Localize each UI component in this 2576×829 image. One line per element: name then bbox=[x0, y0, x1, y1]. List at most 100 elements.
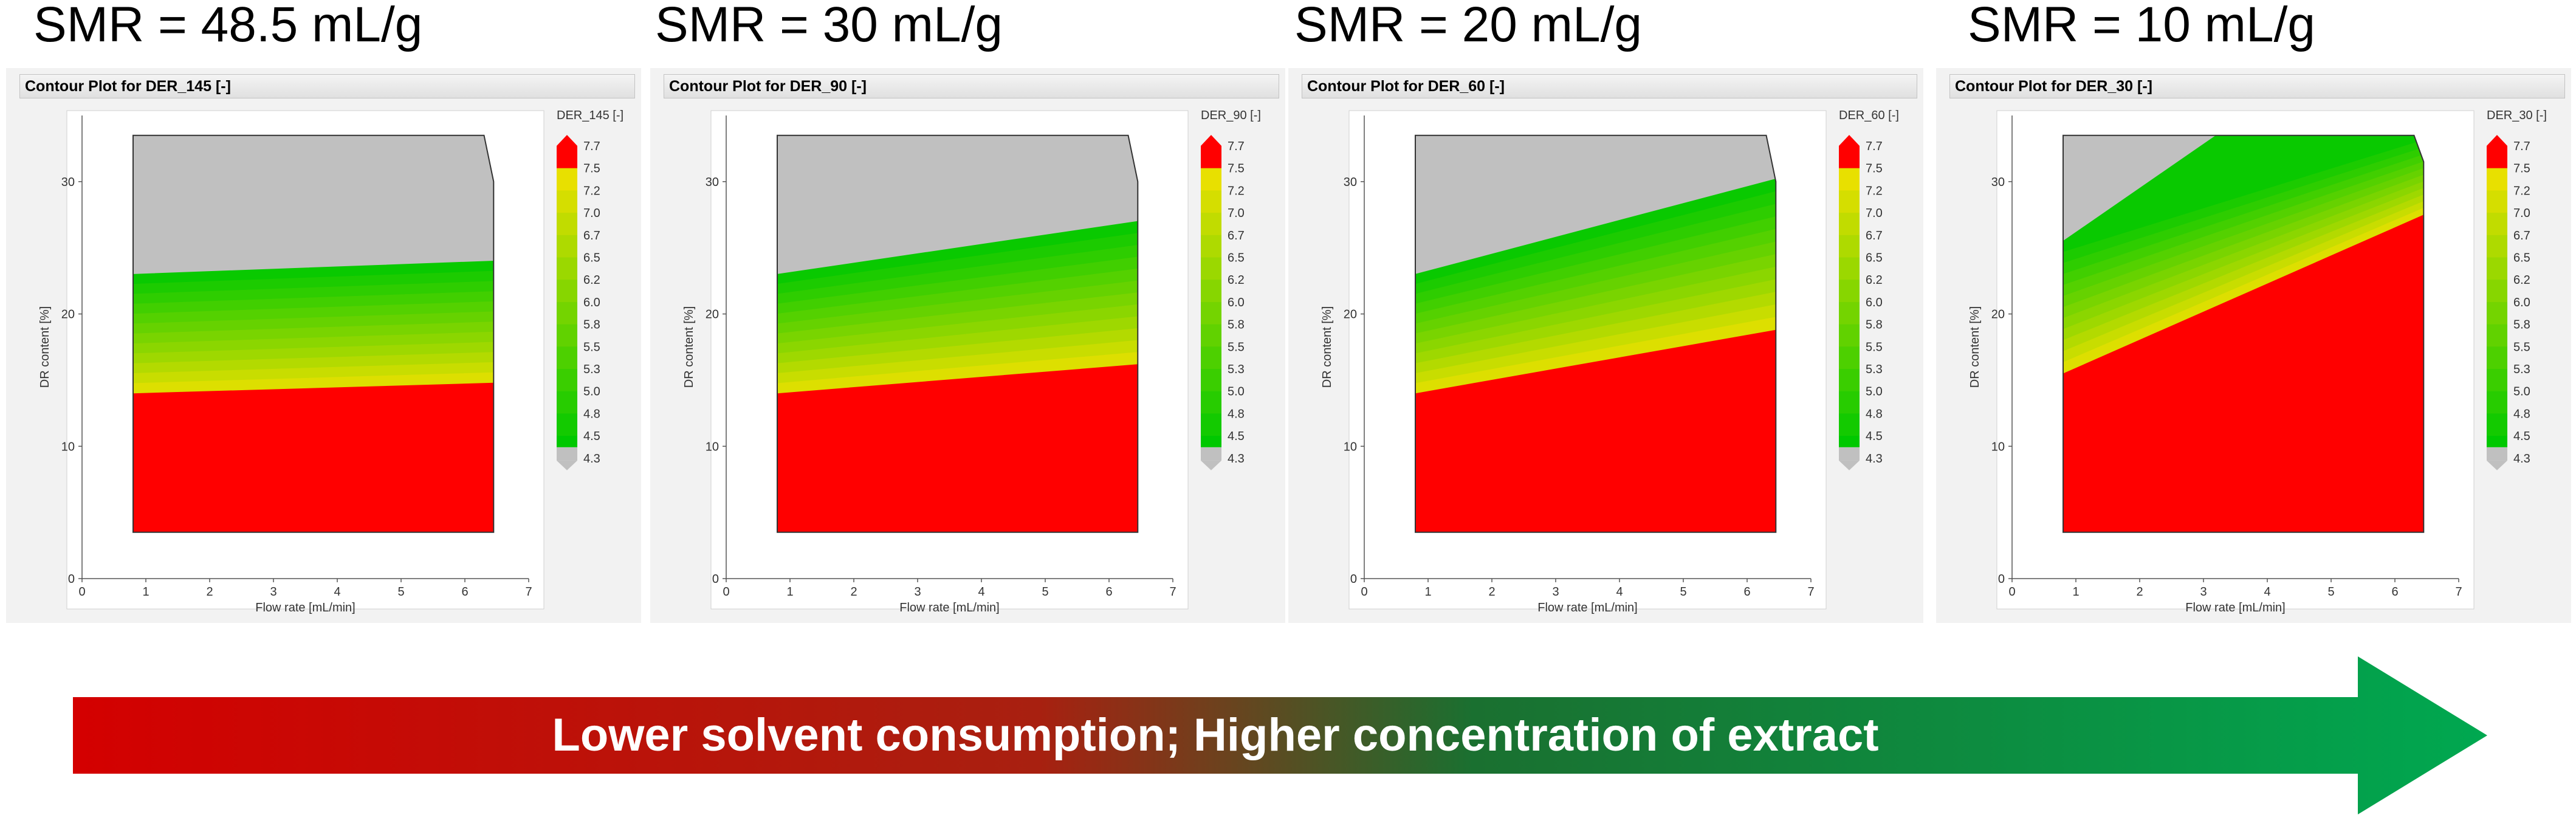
legend-swatch bbox=[2487, 257, 2507, 280]
legend-swatch bbox=[1201, 324, 1221, 347]
legend-swatch bbox=[557, 391, 577, 414]
legend-tick-label: 7.0 bbox=[1866, 207, 1883, 220]
x-tick-label: 7 bbox=[1807, 585, 1814, 599]
legend-swatch bbox=[557, 369, 577, 392]
legend-tick-label: 4.5 bbox=[1228, 430, 1245, 443]
panel-header: Contour Plot for DER_30 [-] bbox=[1949, 74, 2565, 98]
legend-swatch bbox=[1839, 280, 1860, 303]
y-tick-label: 0 bbox=[712, 573, 719, 586]
legend-tick-label: 4.8 bbox=[2513, 407, 2530, 421]
legend-swatch bbox=[1201, 413, 1221, 436]
legend-tick-label: 4.3 bbox=[1228, 452, 1245, 466]
legend-swatch bbox=[557, 413, 577, 436]
smr-title-2: SMR = 30 mL/g bbox=[655, 0, 1003, 52]
legend-swatch bbox=[2487, 391, 2507, 414]
legend-tick-label: 7.0 bbox=[1228, 207, 1245, 220]
y-tick-label: 20 bbox=[61, 308, 75, 322]
legend-tick-label: 6.2 bbox=[1228, 273, 1245, 287]
legend-swatch bbox=[1201, 346, 1221, 370]
x-tick-label: 3 bbox=[2200, 585, 2207, 599]
legend-tick-label: 5.5 bbox=[1866, 340, 1883, 354]
legend-tick-label: 6.0 bbox=[1228, 296, 1245, 309]
legend-swatch bbox=[1201, 235, 1221, 258]
legend-swatch bbox=[1839, 168, 1860, 191]
legend-swatch bbox=[2487, 280, 2507, 303]
x-tick-label: 6 bbox=[2391, 585, 2398, 599]
arrow-body bbox=[73, 656, 2487, 814]
contour-chart: 0 1 2 3 4 5 6 7 0 10 20 30 Flow rate [mL/min] DR cont… bbox=[1321, 109, 1899, 614]
smr-title-1: SMR = 48.5 mL/g bbox=[33, 0, 423, 52]
legend-tick-label: 4.8 bbox=[1228, 407, 1245, 421]
legend-swatch bbox=[1201, 447, 1221, 461]
legend-swatch bbox=[557, 346, 577, 370]
domain-outline bbox=[1415, 134, 1777, 533]
domain-outline bbox=[2063, 134, 2425, 533]
legend-tick-label: 5.3 bbox=[583, 363, 600, 376]
legend-tick-label: 7.0 bbox=[2513, 207, 2530, 220]
legend-down-arrow bbox=[557, 460, 577, 470]
legend-tick-label: 6.5 bbox=[583, 252, 600, 265]
legend-down-arrow bbox=[1839, 460, 1860, 470]
legend-swatch bbox=[2487, 213, 2507, 236]
x-tick-label: 4 bbox=[2264, 585, 2270, 599]
legend-swatch bbox=[2487, 168, 2507, 191]
legend-up-arrow bbox=[1201, 135, 1221, 146]
x-tick-label: 0 bbox=[1361, 585, 1367, 599]
red-region bbox=[133, 382, 494, 532]
legend-swatch bbox=[1839, 447, 1860, 461]
x-tick-label: 2 bbox=[1488, 585, 1495, 599]
x-tick-label: 2 bbox=[850, 585, 857, 599]
x-tick-label: 7 bbox=[2455, 585, 2462, 599]
gray-region bbox=[133, 135, 494, 275]
legend-tick-label: 6.7 bbox=[583, 229, 600, 243]
direction-arrow: Lower solvent consumption; Higher concen… bbox=[0, 644, 2576, 826]
legend-tick-label: 6.0 bbox=[1866, 296, 1883, 309]
legend-swatch bbox=[557, 235, 577, 258]
legend-title: DER_90 [-] bbox=[1201, 109, 1261, 122]
y-tick-label: 30 bbox=[706, 176, 719, 189]
legend-tick-label: 4.8 bbox=[583, 407, 600, 421]
gray-region bbox=[1415, 135, 1776, 275]
legend-swatch bbox=[1839, 413, 1860, 436]
legend-tick-label: 4.5 bbox=[2513, 430, 2530, 443]
legend-tick-label: 6.2 bbox=[2513, 273, 2530, 287]
legend-up-arrow bbox=[2487, 135, 2507, 146]
legend-tick-label: 6.2 bbox=[1866, 273, 1883, 287]
x-tick-label: 7 bbox=[1169, 585, 1176, 599]
y-tick-label: 20 bbox=[1991, 308, 2005, 322]
legend-tick-label: 4.3 bbox=[1866, 452, 1883, 466]
legend-title: DER_30 [-] bbox=[2487, 109, 2547, 122]
x-tick-label: 1 bbox=[2072, 585, 2079, 599]
legend-tick-label: 7.2 bbox=[2513, 184, 2530, 198]
x-tick-label: 2 bbox=[2136, 585, 2143, 599]
legend-tick-label: 5.5 bbox=[583, 340, 600, 354]
legend-swatch bbox=[557, 280, 577, 303]
legend-tick-label: 5.0 bbox=[583, 385, 600, 399]
legend-swatch bbox=[2487, 413, 2507, 436]
legend-swatch bbox=[1839, 235, 1860, 258]
legend-swatch bbox=[2487, 369, 2507, 392]
legend-tick-label: 5.8 bbox=[583, 318, 600, 332]
legend-tick-label: 5.0 bbox=[1866, 385, 1883, 399]
panel-header: Contour Plot for DER_145 [-] bbox=[19, 74, 635, 98]
legend-swatch bbox=[1839, 301, 1860, 325]
panel-header: Contour Plot for DER_90 [-] bbox=[664, 74, 1279, 98]
legend-tick-label: 4.3 bbox=[2513, 452, 2530, 466]
arrow-shape bbox=[73, 656, 2487, 814]
legend-tick-label: 7.5 bbox=[1866, 162, 1883, 176]
y-tick-label: 0 bbox=[1998, 573, 2005, 586]
y-tick-label: 10 bbox=[61, 440, 75, 453]
smr-title-4: SMR = 10 mL/g bbox=[1968, 0, 2315, 52]
legend-tick-label: 6.5 bbox=[2513, 252, 2530, 265]
legend-swatch bbox=[1839, 190, 1860, 213]
x-tick-label: 4 bbox=[334, 585, 340, 599]
y-tick-label: 10 bbox=[1344, 440, 1357, 453]
legend-swatch bbox=[557, 190, 577, 213]
legend-swatch bbox=[1201, 280, 1221, 303]
legend-tick-label: 4.8 bbox=[1866, 407, 1883, 421]
x-tick-label: 5 bbox=[397, 585, 404, 599]
x-axis-label: Flow rate [mL/min] bbox=[899, 601, 999, 614]
contour-panel-der-60: Contour Plot for DER_60 [-] 0 1 2 3 4 5 6 7 0 10 2… bbox=[1288, 68, 1923, 623]
legend-swatch bbox=[1201, 369, 1221, 392]
legend-up-arrow bbox=[1839, 135, 1860, 146]
